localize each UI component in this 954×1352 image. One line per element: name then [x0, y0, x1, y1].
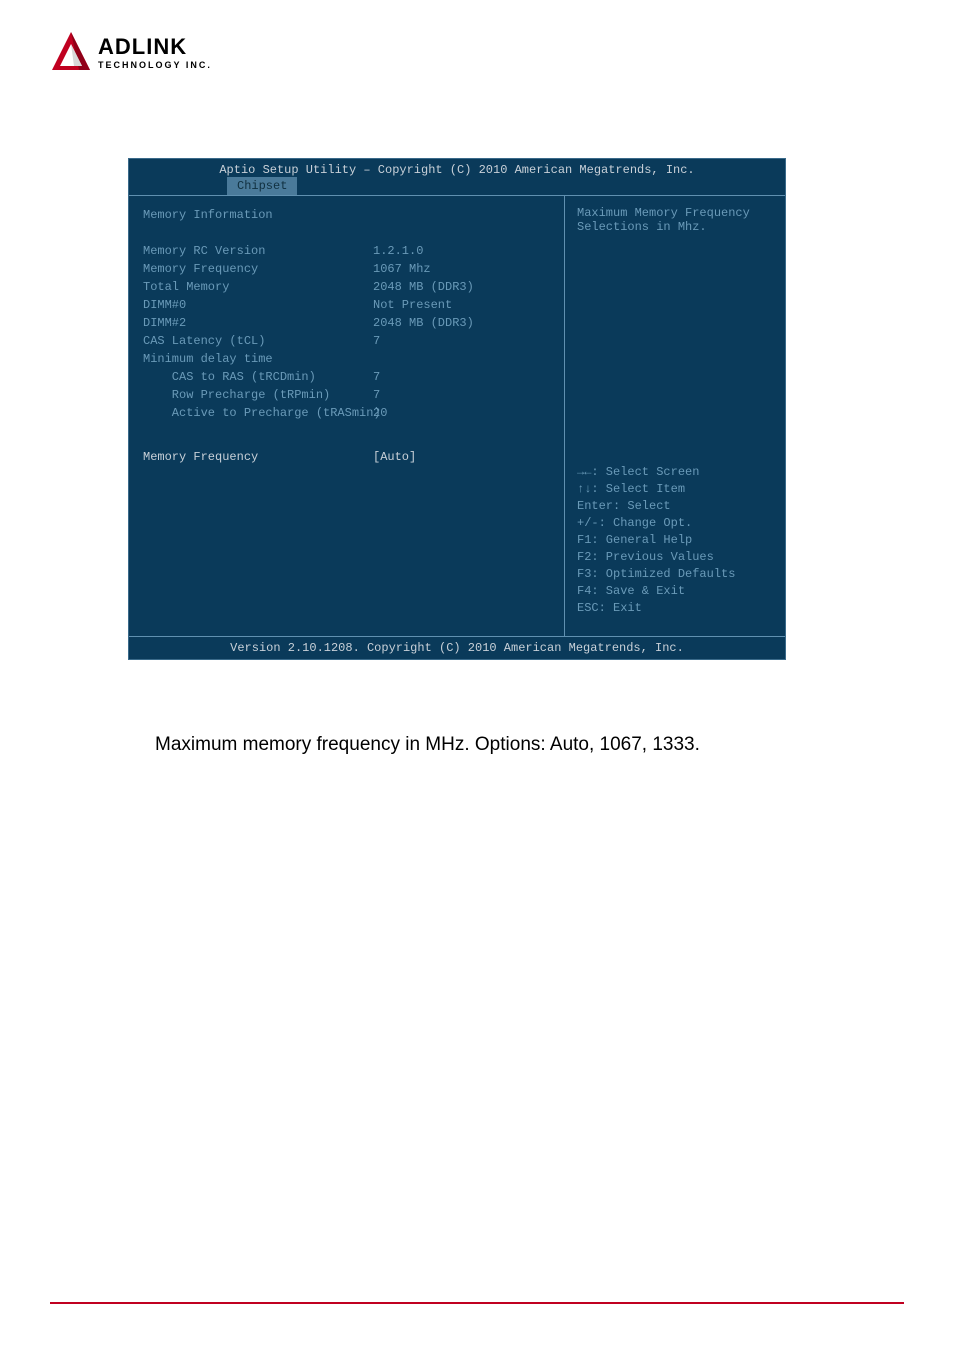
bios-tab-chipset: Chipset	[227, 177, 297, 195]
logo-text: ADLINK TECHNOLOGY INC.	[98, 34, 212, 70]
logo-triangle-icon	[50, 30, 92, 74]
logo-name: ADLINK	[98, 34, 212, 60]
help-line: →←: Select Screen	[577, 464, 773, 481]
info-value: 7	[373, 368, 380, 386]
info-row: Total Memory2048 MB (DDR3)	[143, 278, 550, 296]
info-label: CAS to RAS (tRCDmin)	[143, 368, 373, 386]
section-title: Memory Information	[143, 206, 373, 224]
help-description: Maximum Memory Frequency Selections in M…	[577, 206, 773, 234]
info-row: DIMM#0Not Present	[143, 296, 550, 314]
info-label: Total Memory	[143, 278, 373, 296]
bios-left-pane: Memory Information Memory RC Version1.2.…	[129, 196, 565, 636]
help-line: F3: Optimized Defaults	[577, 566, 773, 583]
help-line: F4: Save & Exit	[577, 583, 773, 600]
help-line: ↑↓: Select Item	[577, 481, 773, 498]
help-line: F2: Previous Values	[577, 549, 773, 566]
help-keys: →←: Select Screen↑↓: Select ItemEnter: S…	[577, 464, 773, 617]
setting-row: Memory Frequency [Auto]	[143, 448, 550, 466]
info-label: Memory RC Version	[143, 242, 373, 260]
info-row: Active to Precharge (tRASmin)20	[143, 404, 550, 422]
bios-header: Aptio Setup Utility – Copyright (C) 2010…	[129, 159, 785, 177]
info-row: Memory RC Version1.2.1.0	[143, 242, 550, 260]
info-row: DIMM#22048 MB (DDR3)	[143, 314, 550, 332]
bios-body: Memory Information Memory RC Version1.2.…	[129, 196, 785, 636]
info-label: Memory Frequency	[143, 260, 373, 278]
footer-rule	[50, 1302, 904, 1304]
bios-screenshot: Aptio Setup Utility – Copyright (C) 2010…	[128, 158, 786, 660]
info-label: CAS Latency (tCL)	[143, 332, 373, 350]
logo-tagline: TECHNOLOGY INC.	[98, 60, 212, 70]
setting-value: [Auto]	[373, 448, 416, 466]
info-row: Memory Frequency1067 Mhz	[143, 260, 550, 278]
info-label: DIMM#0	[143, 296, 373, 314]
info-value: 7	[373, 332, 380, 350]
help-line: F1: General Help	[577, 532, 773, 549]
help-line: Enter: Select	[577, 498, 773, 515]
bios-footer: Version 2.10.1208. Copyright (C) 2010 Am…	[129, 636, 785, 659]
info-value: 7	[373, 386, 380, 404]
help-line: +/-: Change Opt.	[577, 515, 773, 532]
setting-label: Memory Frequency	[143, 448, 373, 466]
info-label: Minimum delay time	[143, 350, 373, 368]
bios-tab-row: Chipset	[129, 177, 785, 196]
adlink-logo: ADLINK TECHNOLOGY INC.	[50, 30, 212, 74]
help-line: ESC: Exit	[577, 600, 773, 617]
info-row: CAS Latency (tCL)7	[143, 332, 550, 350]
info-label: Row Precharge (tRPmin)	[143, 386, 373, 404]
bios-right-pane: Maximum Memory Frequency Selections in M…	[565, 196, 785, 636]
info-label: DIMM#2	[143, 314, 373, 332]
info-row: CAS to RAS (tRCDmin)7	[143, 368, 550, 386]
section-title-row: Memory Information	[143, 206, 550, 224]
info-value: Not Present	[373, 296, 452, 314]
info-value: 1.2.1.0	[373, 242, 423, 260]
info-label: Active to Precharge (tRASmin)	[143, 404, 373, 422]
info-value: 1067 Mhz	[373, 260, 431, 278]
info-row: Row Precharge (tRPmin)7	[143, 386, 550, 404]
info-value: 2048 MB (DDR3)	[373, 278, 474, 296]
info-value: 20	[373, 404, 387, 422]
caption-text: Maximum memory frequency in MHz. Options…	[155, 734, 700, 756]
info-row: Minimum delay time	[143, 350, 550, 368]
info-value: 2048 MB (DDR3)	[373, 314, 474, 332]
